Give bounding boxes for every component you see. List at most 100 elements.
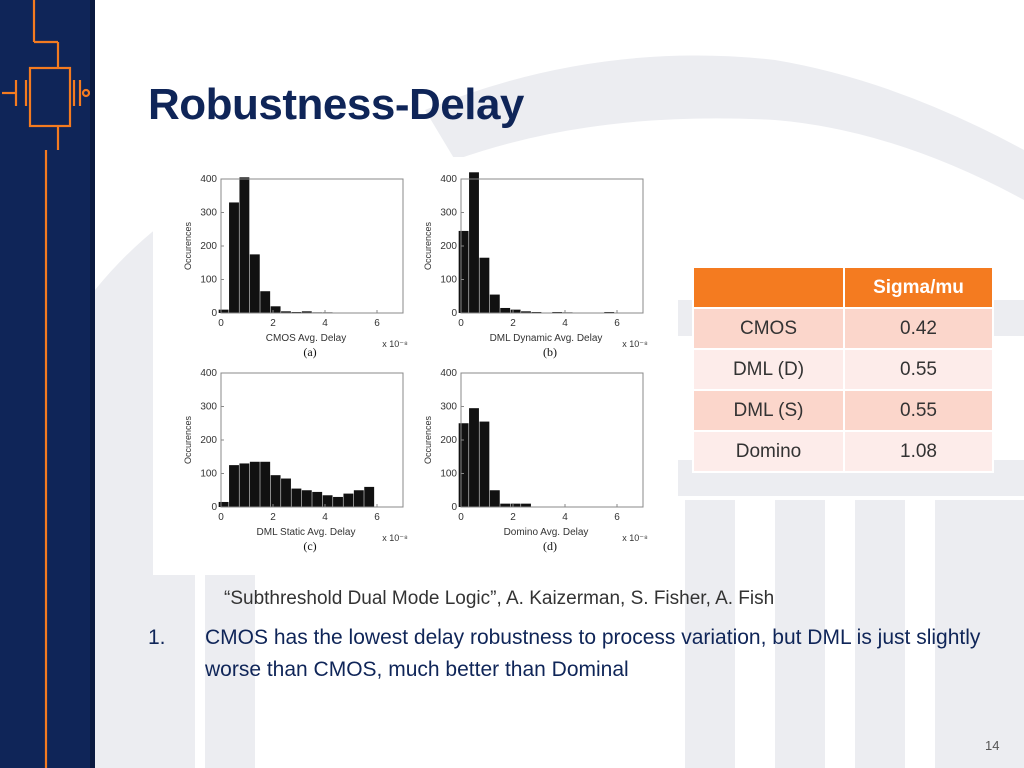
histogram-bar: [510, 503, 521, 507]
histogram-bar: [260, 461, 271, 507]
histogram-bar: [239, 463, 250, 507]
y-tick-label: 100: [440, 275, 457, 286]
y-axis-label: Occurences: [183, 221, 193, 270]
histogram-bar: [469, 408, 479, 507]
histogram-bar: [270, 475, 281, 507]
histogram-bar: [531, 311, 542, 313]
histogram-bar: [364, 486, 375, 507]
x-tick-label: 6: [614, 512, 620, 523]
table-row: DML (D) 0.55: [692, 348, 994, 391]
x-tick-label: 4: [322, 318, 328, 329]
histogram-bar: [500, 503, 511, 507]
x-tick-label: 2: [270, 512, 276, 523]
histogram-bar: [489, 294, 500, 313]
table-header-cell: Sigma/mu: [843, 266, 994, 309]
x-tick-label: 6: [374, 318, 380, 329]
sidebar: [0, 0, 95, 768]
y-tick-label: 300: [440, 208, 457, 219]
y-tick-label: 400: [440, 368, 457, 379]
panel-label: (c): [303, 539, 316, 553]
y-tick-label: 0: [211, 308, 217, 319]
y-tick-label: 0: [211, 502, 217, 513]
histogram-bar: [343, 493, 354, 507]
y-tick-label: 200: [200, 435, 217, 446]
table-cell: DML (D): [692, 348, 845, 391]
histogram-bar: [229, 465, 239, 507]
histogram-figure: 0 100 200 300 400 0 2 4 6 Occurences CMOS Avg. Del…: [153, 157, 678, 575]
histogram-bar: [281, 478, 291, 507]
x-tick-label: 4: [562, 318, 568, 329]
y-axis-label: Occurences: [423, 415, 433, 464]
y-tick-label: 200: [440, 241, 457, 252]
y-tick-label: 100: [200, 275, 217, 286]
x-axis-label: CMOS Avg. Delay: [266, 333, 346, 344]
histogram-bar: [469, 172, 479, 313]
histogram-bar: [260, 291, 271, 313]
histogram-bar: [281, 311, 291, 313]
x-tick-label: 0: [458, 318, 464, 329]
histogram-bar: [500, 307, 511, 313]
table-cell: 0.55: [843, 389, 994, 432]
y-tick-label: 400: [440, 174, 457, 185]
panel-label: (b): [543, 345, 557, 359]
sidebar-edge: [90, 0, 95, 768]
point-number: 1.: [148, 626, 166, 649]
slide-title: Robustness-Delay: [148, 80, 524, 129]
histogram-bar: [552, 311, 563, 313]
x-tick-label: 4: [562, 512, 568, 523]
histogram-bar: [604, 311, 615, 313]
table-cell: DML (S): [692, 389, 845, 432]
histogram-bar: [479, 421, 490, 507]
x-axis-label: DML Dynamic Avg. Delay: [490, 333, 603, 344]
y-tick-label: 200: [440, 435, 457, 446]
y-tick-label: 100: [440, 469, 457, 480]
histogram-bar: [291, 311, 302, 313]
x-exponent-label: x 10⁻⁸: [382, 533, 408, 543]
histogram-bar: [229, 202, 239, 313]
sigma-mu-table: Sigma/mu CMOS 0.42 DML (D) 0.55 DML (S) …: [692, 266, 994, 473]
table-row: DML (S) 0.55: [692, 389, 994, 432]
histogram-bar: [270, 306, 281, 313]
citation: “Subthreshold Dual Mode Logic”, A. Kaize…: [224, 588, 775, 609]
point-text: CMOS has the lowest delay robustness to …: [205, 626, 981, 681]
y-tick-label: 100: [200, 469, 217, 480]
histogram-bar: [333, 496, 343, 507]
table-header-cell: [692, 266, 845, 309]
table-header-row: Sigma/mu: [692, 266, 994, 309]
x-tick-label: 4: [322, 512, 328, 523]
histogram-bar: [353, 490, 364, 507]
x-tick-label: 2: [270, 318, 276, 329]
x-axis-label: DML Static Avg. Delay: [257, 527, 356, 538]
table-cell: 0.55: [843, 348, 994, 391]
circuit-logo-icon: [2, 0, 95, 768]
y-tick-label: 300: [200, 402, 217, 413]
histogram-bar: [249, 461, 260, 507]
table-cell: Domino: [692, 430, 845, 473]
table-row: CMOS 0.42: [692, 307, 994, 350]
y-tick-label: 300: [200, 208, 217, 219]
y-tick-label: 400: [200, 368, 217, 379]
histogram-bar: [458, 423, 469, 507]
histogram-bar: [291, 488, 302, 507]
table-cell: 1.08: [843, 430, 994, 473]
histogram-bar: [458, 230, 469, 313]
y-tick-label: 400: [200, 174, 217, 185]
x-tick-label: 0: [458, 512, 464, 523]
histogram-bar: [322, 495, 333, 507]
y-tick-label: 0: [451, 308, 457, 319]
histogram-bar: [239, 177, 250, 313]
x-tick-label: 6: [374, 512, 380, 523]
x-axis-label: Domino Avg. Delay: [504, 527, 589, 538]
x-tick-label: 2: [510, 512, 516, 523]
panel-label: (d): [543, 539, 557, 553]
histogram-bar: [312, 491, 323, 507]
panel-label: (a): [303, 345, 316, 359]
x-exponent-label: x 10⁻⁸: [622, 339, 648, 349]
y-tick-label: 300: [440, 402, 457, 413]
histogram-bar: [521, 503, 531, 507]
x-exponent-label: x 10⁻⁸: [382, 339, 408, 349]
y-tick-label: 200: [200, 241, 217, 252]
histogram-bar: [249, 254, 260, 313]
table-row: Domino 1.08: [692, 430, 994, 473]
